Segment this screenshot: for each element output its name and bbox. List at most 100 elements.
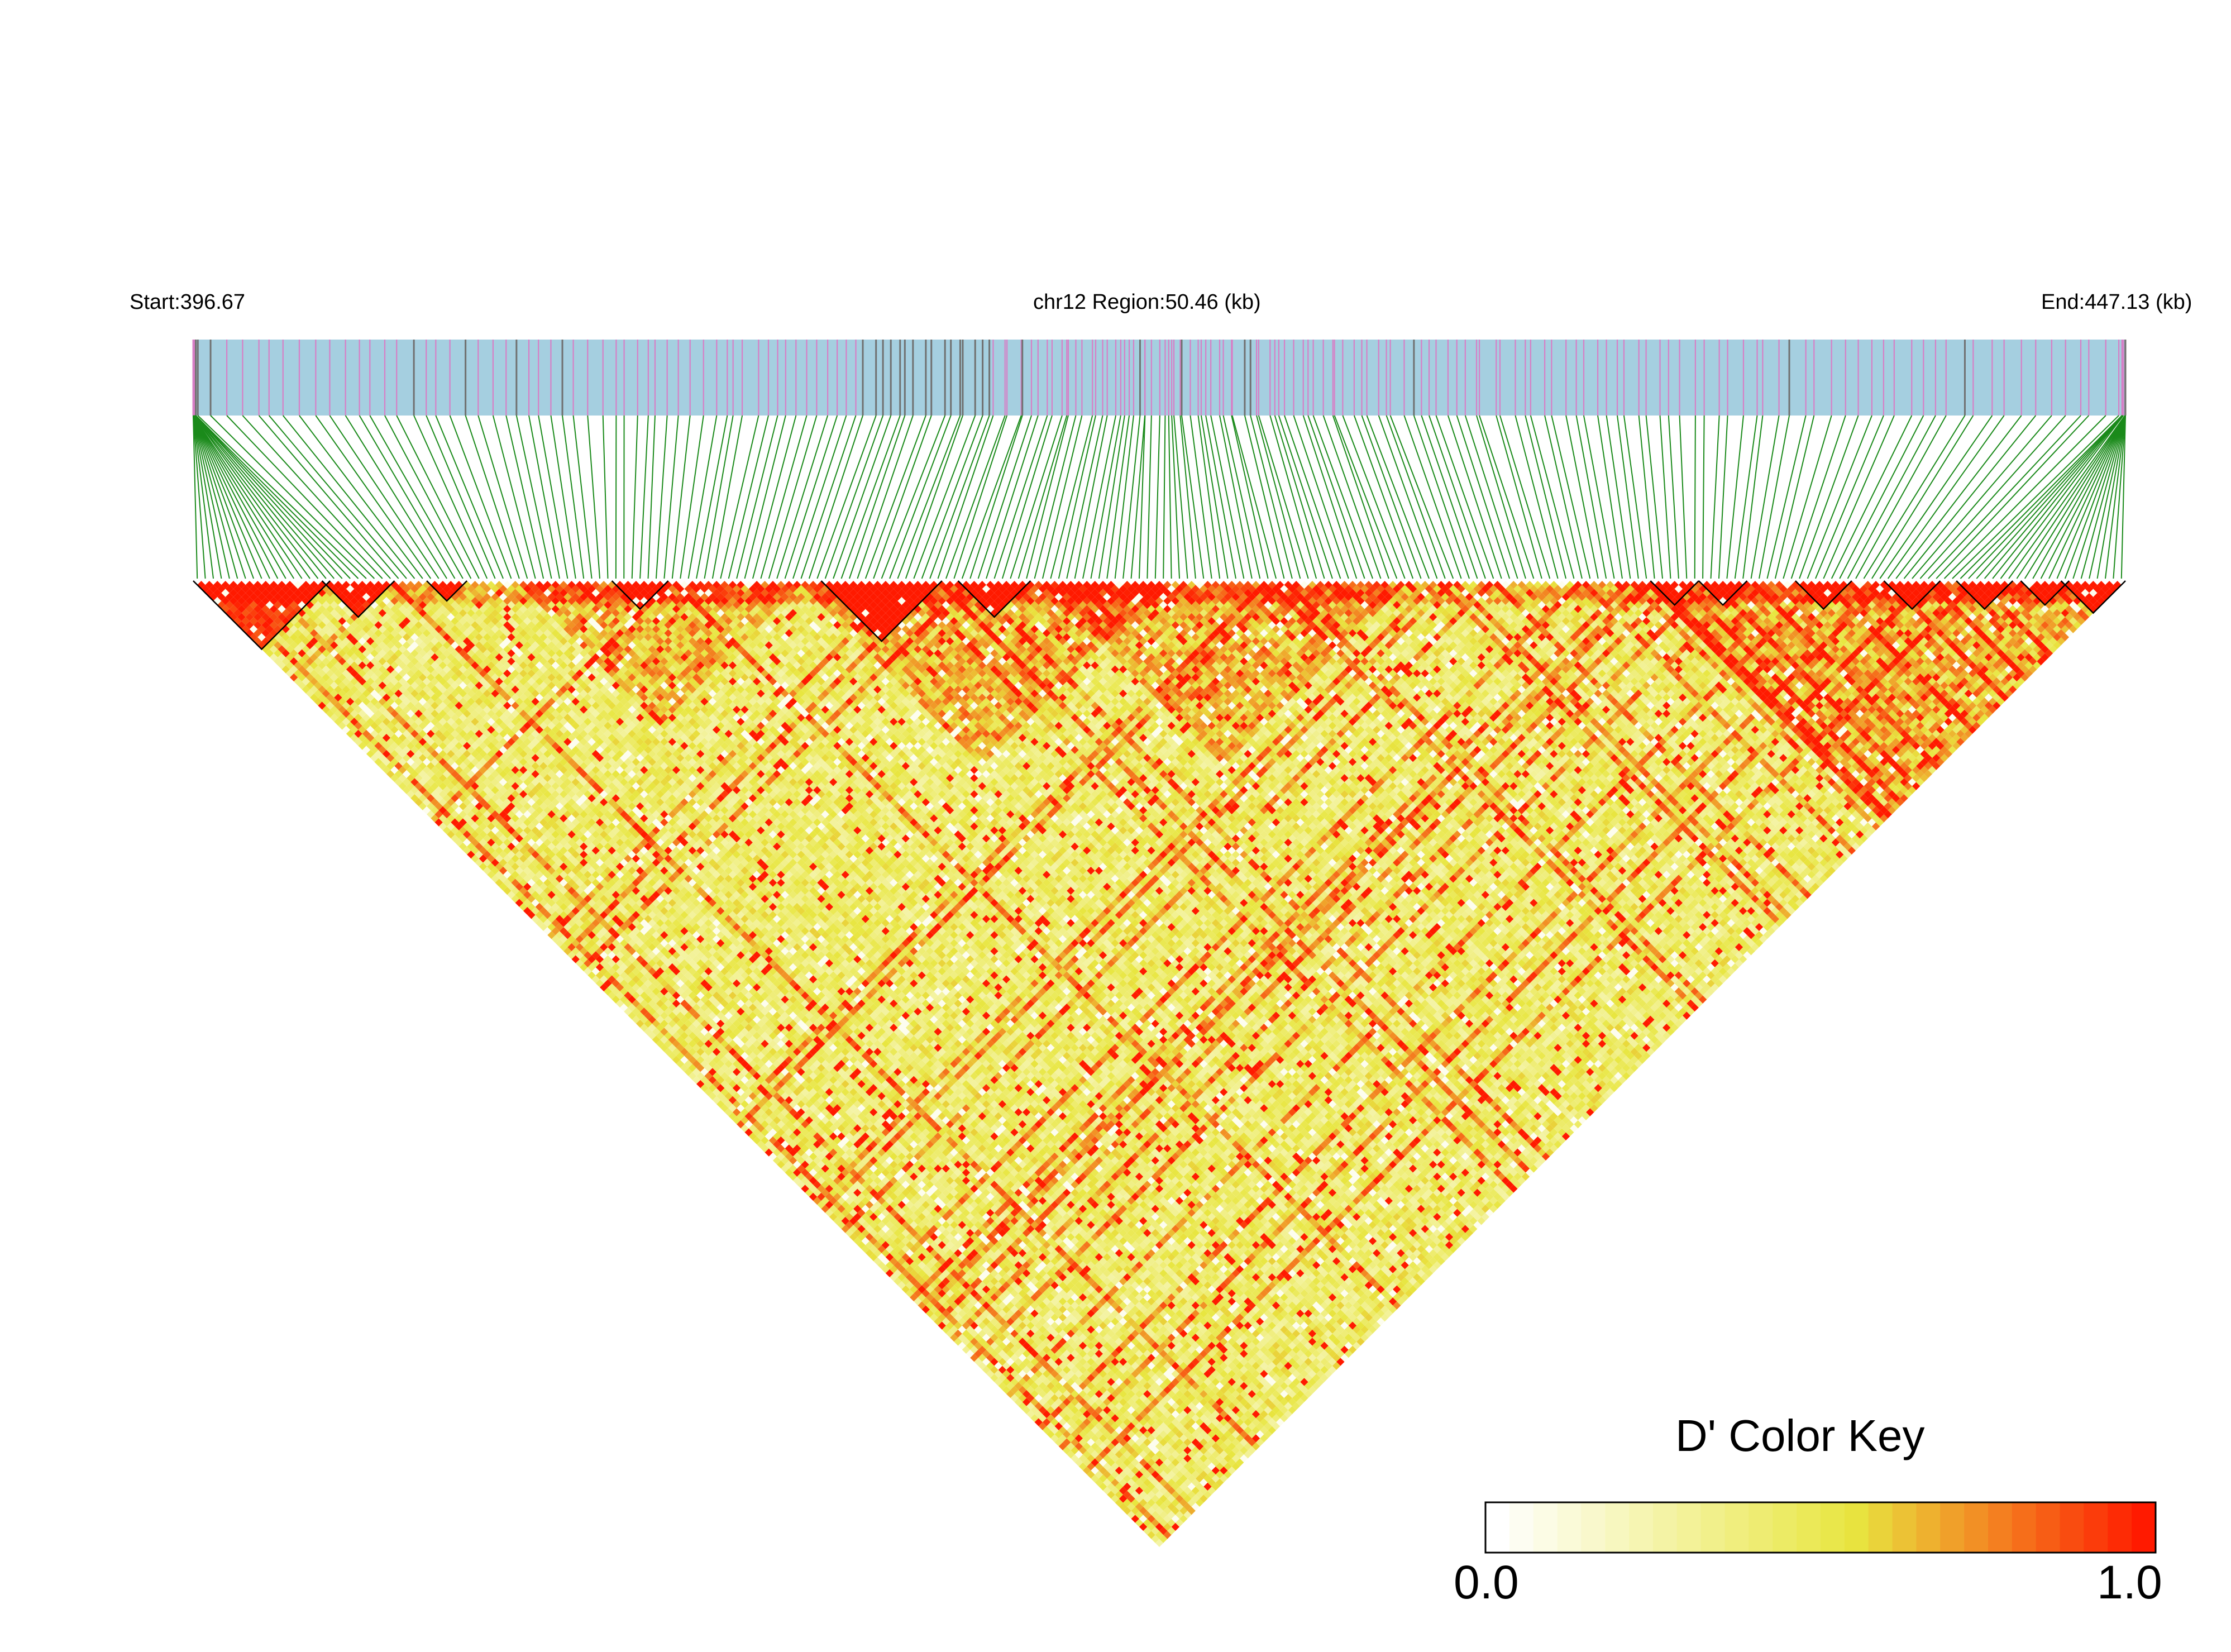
snp-connector-line	[1155, 416, 1160, 579]
snp-connector-line	[396, 416, 479, 579]
snp-connector-line	[1404, 416, 1461, 579]
snp-connector-line	[1067, 416, 1102, 579]
snp-connector-line	[269, 416, 407, 579]
snp-connector-line	[1646, 416, 1662, 579]
snp-connector-line	[729, 416, 768, 579]
snp-connector-line	[1059, 416, 1096, 579]
snp-connector-line	[1050, 416, 1092, 579]
snp-connector-line	[640, 416, 648, 579]
snp-connector-line	[1279, 416, 1332, 579]
snp-connector-line	[737, 416, 777, 579]
snp-connector-line	[426, 416, 495, 579]
snp-connector-line	[761, 416, 806, 579]
snp-connector-line	[2025, 416, 2125, 579]
snp-connector-line	[478, 416, 527, 579]
snp-connector-line	[1367, 416, 1429, 579]
snp-connector-line	[1313, 416, 1373, 579]
snp-connector-line	[1920, 416, 2065, 579]
snp-connector-line	[1303, 416, 1356, 579]
snp-connector-line	[436, 416, 503, 579]
snp-connector-line	[2017, 416, 2125, 579]
snp-connector-line	[1362, 416, 1421, 579]
snp-connector-line	[1333, 416, 1389, 579]
snp-connector-line	[745, 416, 786, 579]
snp-connector-line	[1840, 416, 1923, 579]
snp-connector-line	[2049, 416, 2125, 579]
snp-connector-line	[1960, 416, 2122, 579]
snp-connector-line	[1711, 416, 1719, 579]
snp-connector-line	[890, 416, 951, 579]
snp-connector-line	[450, 416, 512, 579]
snp-connector-line	[1952, 416, 2119, 579]
snp-connector-line	[680, 416, 704, 579]
ld-heatmap-cells	[197, 581, 2122, 1547]
snp-connector-line	[616, 416, 617, 579]
snp-connector-line	[1703, 416, 1704, 579]
snp-connector-line	[1163, 416, 1165, 579]
snp-connector-line	[648, 416, 655, 579]
snp-connector-line	[1010, 416, 1062, 579]
snp-connector-line	[849, 416, 905, 579]
gene-track	[193, 340, 2125, 416]
snp-connector-line	[1545, 416, 1582, 579]
snp-connector-line	[809, 416, 863, 579]
snp-connector-line	[1660, 416, 1671, 579]
snp-connector-line	[1429, 416, 1485, 579]
snp-connector-line	[1169, 416, 1172, 579]
snp-connector-line	[672, 416, 690, 579]
snp-connector-line	[1904, 416, 2036, 579]
snp-connector-line	[603, 416, 608, 579]
snp-connector-line	[1719, 416, 1728, 579]
snp-connector-line	[922, 416, 983, 579]
snp-connector-line	[1888, 416, 2004, 579]
snp-connector-line	[1091, 416, 1120, 579]
snp-connector-line	[194, 416, 326, 579]
snp-connector-line	[1421, 416, 1477, 579]
snp-connector-line	[227, 416, 383, 579]
snp-connector-line	[1823, 416, 1894, 579]
snp-connector-line	[1479, 416, 1533, 579]
snp-connector-line	[194, 416, 318, 579]
snp-connector-line	[1783, 416, 1831, 579]
snp-connector-line	[1465, 416, 1518, 579]
snp-connector-line	[193, 416, 294, 579]
snp-connector-line	[1639, 416, 1655, 579]
snp-connector-line	[713, 416, 742, 579]
snp-connector-line	[656, 416, 667, 579]
snp-connector-line	[664, 416, 678, 579]
snp-connector-line	[1727, 416, 1743, 579]
snp-connector-line	[385, 416, 471, 579]
snp-connector-line	[2065, 416, 2125, 579]
snp-connector-line	[1139, 416, 1145, 579]
snp-connector-line	[1250, 416, 1292, 579]
snp-connector-line	[1002, 416, 1052, 579]
snp-connector-line	[1293, 416, 1348, 579]
snp-connector-line	[1448, 416, 1502, 579]
snp-connector-line	[1147, 416, 1151, 579]
snp-connector-line	[1808, 416, 1872, 579]
snp-connector-line	[196, 416, 359, 579]
snp-connector-line	[689, 416, 717, 579]
snp-connector-line	[720, 416, 758, 579]
snp-connector-lines	[193, 416, 2125, 579]
snp-connector-line	[817, 416, 876, 579]
snp-connector-line	[1496, 416, 1542, 579]
snp-connector-line	[259, 416, 399, 579]
snp-connector-line	[1201, 416, 1228, 579]
snp-connector-line	[1259, 416, 1308, 579]
snp-connector-line	[1206, 416, 1236, 579]
snp-connector-line	[1525, 416, 1566, 579]
snp-connector-line	[195, 416, 350, 579]
snp-connector-line	[632, 416, 638, 579]
snp-connector-line	[1354, 416, 1413, 579]
snp-connector-line	[1500, 416, 1550, 579]
snp-connector-line	[1832, 416, 1912, 579]
snp-connector-line	[493, 416, 536, 579]
snp-connector-line	[193, 416, 302, 579]
snp-connector-line	[562, 416, 584, 579]
snp-connector-line	[857, 416, 913, 579]
snp-connector-line	[1035, 416, 1076, 579]
snp-connector-line	[1759, 416, 1789, 579]
